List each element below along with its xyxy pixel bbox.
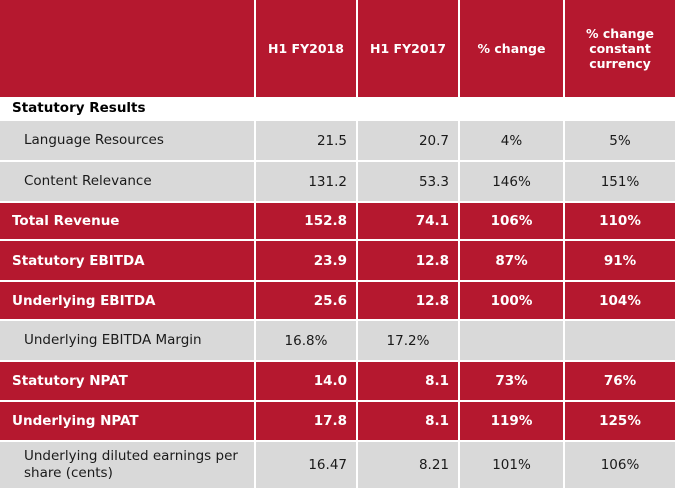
table-row: Content Relevance 131.2 53.3 146% 151% xyxy=(0,162,675,201)
value-constant-currency: 91% xyxy=(565,241,675,280)
table-row: Underlying diluted earnings per share (c… xyxy=(0,442,675,488)
value-h1-fy2017: 8.1 xyxy=(358,402,458,440)
value-h1-fy2018: 152.8 xyxy=(256,203,356,239)
value-percent-change: 146% xyxy=(460,162,563,201)
value-h1-fy2017: 12.8 xyxy=(358,282,458,319)
value-h1-fy2018: 16.47 xyxy=(256,442,356,488)
row-label: Statutory NPAT xyxy=(0,362,254,400)
column-header-h1-fy2017: H1 FY2017 xyxy=(358,0,458,97)
value-percent-change: 101% xyxy=(460,442,563,488)
value-constant-currency: 110% xyxy=(565,203,675,239)
row-label: Content Relevance xyxy=(0,162,254,201)
value-h1-fy2018: 16.8% xyxy=(256,321,356,360)
value-h1-fy2017: 8.1 xyxy=(358,362,458,400)
value-percent-change xyxy=(460,321,563,360)
row-label: Underlying EBITDA Margin xyxy=(0,321,254,360)
value-percent-change: 73% xyxy=(460,362,563,400)
value-constant-currency: 106% xyxy=(565,442,675,488)
section-title: Statutory Results xyxy=(12,100,146,116)
row-label: Underlying diluted earnings per share (c… xyxy=(0,442,254,488)
table-row: Underlying EBITDA Margin 16.8% 17.2% xyxy=(0,321,675,360)
value-h1-fy2018: 131.2 xyxy=(256,162,356,201)
row-label: Language Resources xyxy=(0,121,254,160)
value-constant-currency: 151% xyxy=(565,162,675,201)
value-h1-fy2017: 20.7 xyxy=(358,121,458,160)
value-constant-currency: 5% xyxy=(565,121,675,160)
value-percent-change: 87% xyxy=(460,241,563,280)
value-constant-currency: 76% xyxy=(565,362,675,400)
value-percent-change: 119% xyxy=(460,402,563,440)
value-h1-fy2017: 8.21 xyxy=(358,442,458,488)
value-h1-fy2018: 23.9 xyxy=(256,241,356,280)
value-h1-fy2018: 14.0 xyxy=(256,362,356,400)
value-h1-fy2017: 12.8 xyxy=(358,241,458,280)
table-row: Underlying NPAT 17.8 8.1 119% 125% xyxy=(0,402,675,440)
value-h1-fy2018: 17.8 xyxy=(256,402,356,440)
row-label: Underlying EBITDA xyxy=(0,282,254,319)
table-row: Language Resources 21.5 20.7 4% 5% xyxy=(0,121,675,160)
value-percent-change: 100% xyxy=(460,282,563,319)
column-header-constant-currency: % change constant currency xyxy=(565,0,675,97)
value-h1-fy2017: 74.1 xyxy=(358,203,458,239)
value-percent-change: 4% xyxy=(460,121,563,160)
value-constant-currency: 104% xyxy=(565,282,675,319)
value-h1-fy2017: 53.3 xyxy=(358,162,458,201)
value-constant-currency xyxy=(565,321,675,360)
table-row: Statutory EBITDA 23.9 12.8 87% 91% xyxy=(0,241,675,280)
row-label: Statutory EBITDA xyxy=(0,241,254,280)
column-header-percent-change: % change xyxy=(460,0,563,97)
row-label: Total Revenue xyxy=(0,203,254,239)
table-header-row: H1 FY2018 H1 FY2017 % change % change co… xyxy=(0,0,675,97)
value-constant-currency: 125% xyxy=(565,402,675,440)
table-row: Statutory NPAT 14.0 8.1 73% 76% xyxy=(0,362,675,400)
table-row: Underlying EBITDA 25.6 12.8 100% 104% xyxy=(0,282,675,319)
table-row: Total Revenue 152.8 74.1 106% 110% xyxy=(0,203,675,239)
header-blank-cell xyxy=(0,0,254,97)
value-h1-fy2018: 25.6 xyxy=(256,282,356,319)
row-label: Underlying NPAT xyxy=(0,402,254,440)
section-row: Statutory Results xyxy=(0,97,675,119)
value-h1-fy2017: 17.2% xyxy=(358,321,458,360)
value-percent-change: 106% xyxy=(460,203,563,239)
value-h1-fy2018: 21.5 xyxy=(256,121,356,160)
column-header-h1-fy2018: H1 FY2018 xyxy=(256,0,356,97)
